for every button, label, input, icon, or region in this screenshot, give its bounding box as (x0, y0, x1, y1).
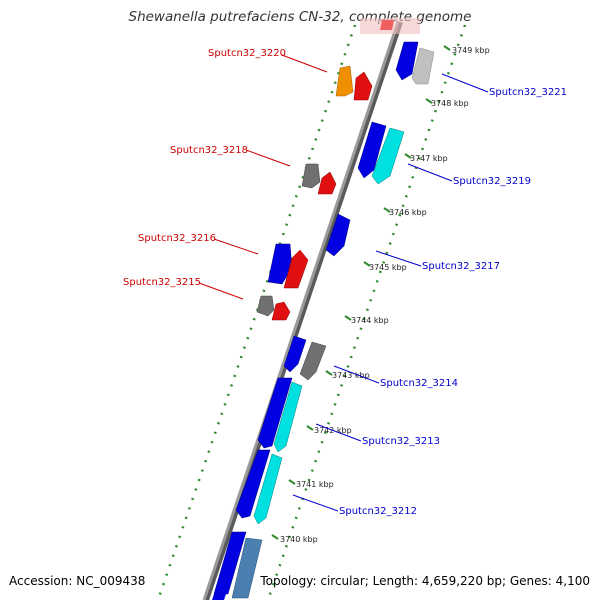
leader-line (333, 365, 380, 384)
tick-mark (404, 153, 412, 159)
gene-label-forward[interactable]: Sputcn32_3219 (453, 176, 531, 187)
gene-label-reverse[interactable]: Sputcn32_3220 (208, 48, 286, 59)
gene-label-forward[interactable]: Sputcn32_3221 (489, 87, 567, 98)
leader-line (281, 54, 328, 73)
tick-mark (306, 425, 314, 431)
gene-label-forward[interactable]: Sputcn32_3213 (362, 436, 440, 447)
scale-tick-label: 3747 kbp (410, 154, 448, 163)
cds-cyan[interactable] (273, 381, 303, 453)
scale-tick-label: 3743 kbp (332, 371, 370, 380)
cds-orange[interactable] (335, 65, 354, 97)
reverse-strand-genes (212, 65, 373, 600)
gene-label-forward[interactable]: Sputcn32_3212 (339, 506, 417, 517)
scale-tick-label: 3748 kbp (431, 99, 469, 108)
cds-blue[interactable] (283, 335, 307, 373)
scale-tick-label: 3746 kbp (389, 208, 427, 217)
gc-track-right (266, 24, 467, 600)
gc-track-left (156, 24, 357, 600)
cds-gray[interactable] (301, 163, 321, 189)
leader-line (292, 494, 339, 512)
gene-label-reverse[interactable]: Sputcn32_3216 (138, 233, 216, 244)
leader-line (213, 238, 259, 255)
gene-label-reverse[interactable]: Sputcn32_3215 (123, 277, 201, 288)
tick-mark (443, 45, 451, 51)
cds-red-fragment[interactable] (380, 20, 394, 30)
cds-steelblue[interactable] (231, 537, 263, 599)
cds-blue[interactable] (357, 121, 387, 179)
tick-mark (325, 370, 333, 376)
forward-gene-labels: Sputcn32_3221 Sputcn32_3219 Sputcn32_321… (292, 73, 567, 517)
cds-cyan[interactable] (253, 453, 283, 525)
scale-tick-label: 3749 kbp (452, 46, 490, 55)
cds-blue[interactable] (395, 41, 419, 81)
cds-red[interactable] (271, 301, 291, 321)
cds-blue[interactable] (235, 449, 271, 519)
cds-blue[interactable] (325, 213, 351, 257)
gene-label-forward[interactable]: Sputcn32_3214 (380, 378, 458, 389)
leader-line (441, 73, 489, 93)
leader-line (407, 163, 453, 182)
cds-blue[interactable] (213, 531, 247, 595)
leader-line (375, 250, 422, 267)
tick-mark (288, 479, 296, 485)
tick-mark (344, 315, 352, 321)
backbone (202, 21, 400, 600)
scale-tick-label: 3744 kbp (351, 316, 389, 325)
tick-mark (383, 207, 391, 213)
gene-label-reverse[interactable]: Sputcn32_3218 (170, 145, 248, 156)
leader-line (315, 423, 362, 442)
reverse-gene-labels: Sputcn32_3220 Sputcn32_3218 Sputcn32_321… (123, 48, 328, 300)
scale-tick-label: 3741 kbp (296, 480, 334, 489)
scale-ticks: 3749 kbp 3748 kbp 3747 kbp 3746 kbp 3745… (271, 45, 490, 544)
cds-blue[interactable] (212, 594, 226, 600)
tick-mark (425, 98, 433, 104)
topology-label: Topology: circular; Length: 4,659,220 bp… (260, 574, 590, 588)
scale-tick-label: 3745 kbp (369, 263, 407, 272)
cds-gray[interactable] (256, 295, 275, 317)
cds-red[interactable] (353, 71, 373, 101)
leader-line (198, 282, 244, 300)
forward-strand-genes (231, 20, 435, 599)
cds-lightgray[interactable] (411, 47, 435, 85)
accession-label: Accession: NC_009438 (9, 574, 146, 588)
cds-red[interactable] (283, 249, 309, 289)
tick-mark (271, 534, 279, 540)
scale-tick-label: 3740 kbp (280, 535, 318, 544)
cds-red[interactable] (317, 171, 337, 195)
tick-mark (363, 261, 371, 267)
cds-cyan[interactable] (371, 127, 405, 185)
cds-blue[interactable] (257, 377, 293, 449)
cds-gray[interactable] (299, 341, 327, 381)
gene-label-forward[interactable]: Sputcn32_3217 (422, 261, 500, 272)
leader-line (245, 149, 291, 167)
